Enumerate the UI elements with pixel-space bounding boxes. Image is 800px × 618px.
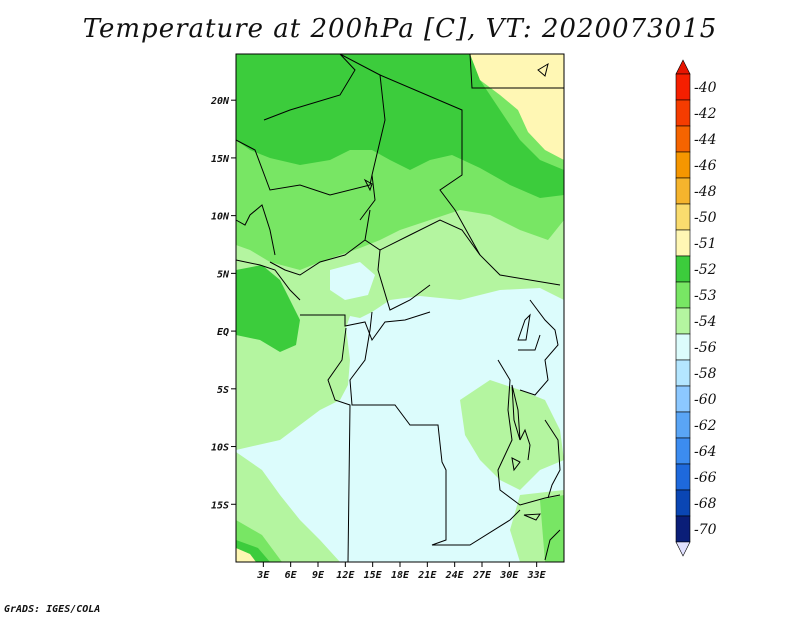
colorbar-bottom-arrow [675,541,691,557]
colorbar-swatch [675,99,691,127]
field-region-coastal-green [236,265,300,352]
colorbar-swatch [675,411,691,439]
colorbar-swatch [675,463,691,491]
longitude-axis: 3E 6E 9E 12E 15E 18E 21E 24E 27E 30E 33E [256,562,547,581]
colorbar-top-arrow [675,59,691,75]
colorbar-swatch [675,385,691,413]
field-region-southwest-warm [236,548,256,562]
colorbar-label: -50 [694,210,717,226]
lon-tick-label: 24E [445,570,465,581]
colorbar-label: -42 [694,106,717,122]
lon-tick-label: 9E [312,570,325,581]
colorbar-swatch [675,255,691,283]
lat-tick-label: 15N [211,154,230,165]
colorbar-swatch [675,73,691,101]
colorbar-label: -44 [694,132,717,148]
field-region-cool-center [330,262,375,300]
lakes [363,62,549,521]
colorbar-swatch [675,229,691,257]
lon-tick-label: 6E [285,570,298,581]
colorbar: -40 -42 -44 -46 -48 -50 -51 -52 -53 -54 -56 -58 -60 -… [675,59,717,557]
field-region-south-green [236,452,340,562]
colorbar-label: -54 [694,314,717,330]
lon-tick-label: 15E [364,570,383,581]
colorbar-swatch [675,515,691,543]
colorbar-swatch [675,125,691,153]
colorbar-swatch [675,359,691,387]
lat-tick-label: 20N [210,96,230,107]
field-region-southeast-medium [540,495,564,562]
colorbar-label: -64 [694,444,717,460]
lon-tick-label: 3E [256,570,270,581]
colorbar-label: -53 [694,288,717,304]
field-region-warm-northeast [470,54,564,160]
colorbar-swatch [675,203,691,231]
credit-label: GrADS: IGES/COLA [4,604,101,615]
colorbar-label: -66 [694,470,717,486]
lon-tick-label: 27E [472,570,492,581]
lat-tick-label: 10S [211,443,229,454]
colorbar-label: -51 [694,236,717,252]
lon-tick-label: 18E [391,570,410,581]
lat-tick-label: 5S [217,385,229,396]
colorbar-label: -48 [694,184,717,200]
colorbar-label: -40 [694,80,717,96]
colorbar-label: -46 [694,158,717,174]
colorbar-swatch [675,177,691,205]
country-borders [235,53,564,563]
colorbar-swatch [675,333,691,361]
lon-tick-label: 21E [417,570,437,581]
lat-tick-label: EQ [217,327,229,338]
colorbar-label: -68 [694,496,717,512]
chart-title: Temperature at 200hPa [C], VT: 202007301… [82,14,718,44]
colorbar-label: -60 [694,392,717,408]
colorbar-label: -56 [694,340,717,356]
colorbar-swatch [675,151,691,179]
colorbar-swatch [675,437,691,465]
lat-tick-label: 10N [211,212,230,223]
colorbar-label: -70 [694,522,717,538]
field-region-dark-green [236,54,564,198]
map-panel: 20N 15N 10N 5N EQ 5S 10S 15S 3E 6E 9E 12E 15E 18E 21E… [210,53,565,581]
field-region-east-green [460,380,564,490]
colorbar-swatch [675,489,691,517]
lon-tick-label: 30E [499,570,519,581]
latitude-axis: 20N 15N 10N 5N EQ 5S 10S 15S [210,96,236,511]
lat-tick-label: 5N [217,269,230,280]
colorbar-swatch [675,307,691,335]
lon-tick-label: 33E [527,570,547,581]
colorbar-label: -52 [694,262,717,278]
colorbar-label: -62 [694,418,717,434]
colorbar-swatch [675,281,691,309]
lat-tick-label: 15S [211,500,229,511]
colorbar-label: -58 [694,366,717,382]
lon-tick-label: 12E [336,570,355,581]
